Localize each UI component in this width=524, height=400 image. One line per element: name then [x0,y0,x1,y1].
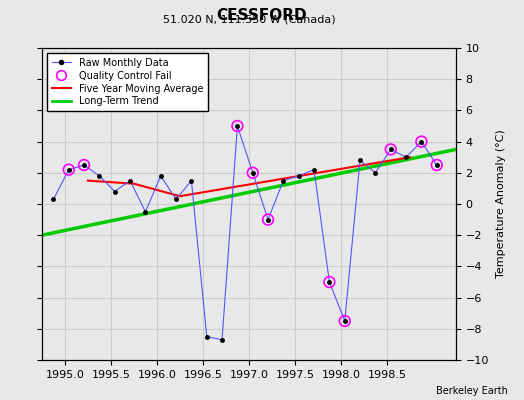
Point [248,170,257,176]
Y-axis label: Temperature Anomaly (°C): Temperature Anomaly (°C) [496,130,506,278]
Point [387,146,395,152]
Title: 51.020 N, 111.550 W (Canada): 51.020 N, 111.550 W (Canada) [162,15,335,25]
Point [325,279,334,285]
Point [80,162,88,168]
Point [233,123,242,129]
Point [264,216,272,223]
Legend: Raw Monthly Data, Quality Control Fail, Five Year Moving Average, Long-Term Tren: Raw Monthly Data, Quality Control Fail, … [47,53,208,111]
Point [341,318,349,324]
Point [432,162,441,168]
Text: CESSFORD: CESSFORD [217,8,307,23]
Point [417,138,425,145]
Text: Berkeley Earth: Berkeley Earth [436,386,508,396]
Point [64,166,73,173]
